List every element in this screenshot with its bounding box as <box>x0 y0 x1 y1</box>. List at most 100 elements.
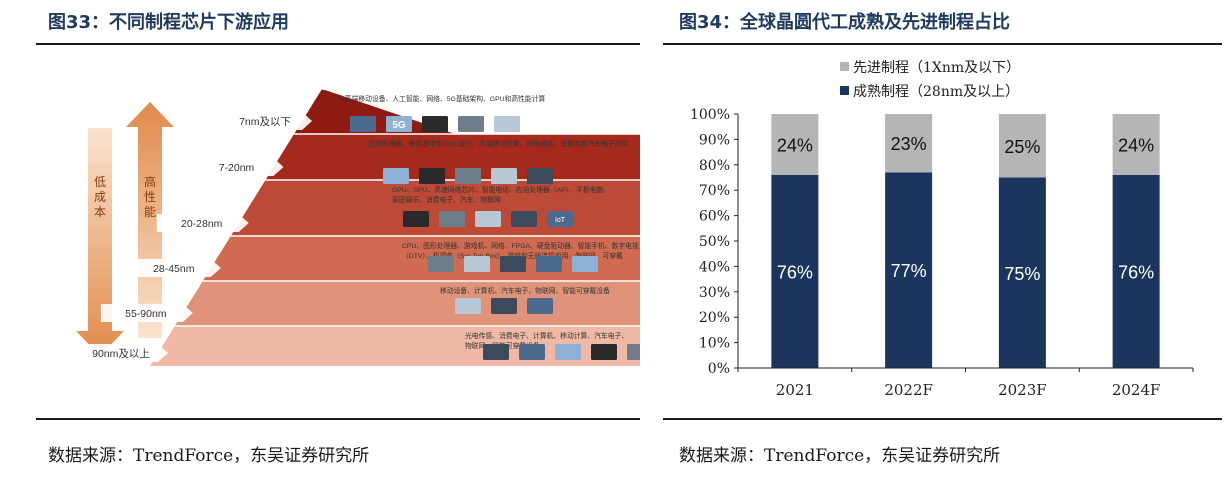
title-divider <box>663 43 1222 45</box>
y-axis: 0% 10% 20% 30% 40% 50% 60% 70% 80% 90% 100% <box>690 107 739 377</box>
pyramid-labels: 7nm及以下 中高端移动设备、人工智能、网络、5G基础架构、GPU和高性能计算 5G… <box>76 94 640 362</box>
application-text: （DTV）、机顶盒（Set-Top-Box）、游戏和无线连接应用、物联网、可穿戴 <box>402 251 623 260</box>
pyramid-tier <box>230 180 640 236</box>
process-node-pyramid: 低 成 本 高 性 能 7nm及以下 中高端移动设备、人工智能、网络、5G基础架构… <box>76 88 640 366</box>
source-divider <box>36 418 640 420</box>
product-thumbnail <box>627 344 640 360</box>
right-figure-panel: 图34：全球晶圆代工成熟及先进制程占比 先进制程（1Xnm及以下） 成熟制程（28… <box>663 0 1224 481</box>
node-label: 55-90nm <box>125 308 167 320</box>
x-tick-label: 2024F <box>1112 381 1161 399</box>
y-tick-label: 10% <box>699 336 730 352</box>
pyramid-tier <box>202 236 640 281</box>
application-text: 应用处理器、蜂窝基带和ASIC设计、高端移动计算、网络通信、消费类和汽车电子应用 <box>368 139 629 148</box>
low-cost-char: 成 <box>94 190 106 204</box>
product-thumbnail <box>572 256 598 272</box>
product-thumbnail <box>555 344 581 360</box>
left-figure-panel: 图33：不同制程芯片下游应用 低 成 本 <box>36 12 640 466</box>
foundry-share-stacked-bar-chart: 先进制程（1Xnm及以下） 成熟制程（28nm及以上） 0% 10% 20% 30% 40… <box>690 60 1194 399</box>
node-label: 90nm及以上 <box>92 348 150 360</box>
left-source-note: 数据来源：TrendForce，东吴证券研究所 <box>48 441 369 466</box>
pyramid-tier <box>294 89 455 134</box>
bar-value-label: 24% <box>1118 135 1154 155</box>
x-tick-label: 2022F <box>884 381 933 399</box>
application-text: CPU、图形处理器、游戏机、网络、FPGA、硬盘驱动器、智能手机、数字电视 <box>402 241 639 250</box>
down-arrow-icon <box>76 128 124 356</box>
y-tick-label: 50% <box>699 234 730 250</box>
node-label-tab <box>220 112 313 130</box>
application-text: 移动设备、计算机、汽车电子、物联网、智能可穿戴设备 <box>440 286 610 295</box>
source-text: TrendForce，东吴证券研究所 <box>133 446 370 466</box>
application-text: 中高端移动设备、人工智能、网络、5G基础架构、GPU和高性能计算 <box>338 94 546 103</box>
y-tick-label: 80% <box>699 158 730 174</box>
y-tick-label: 20% <box>699 310 730 326</box>
bar-segment <box>885 114 933 173</box>
5g-badge: 5G <box>392 120 406 131</box>
product-thumbnail <box>491 298 517 314</box>
bar-segment <box>998 177 1046 368</box>
product-thumbnail <box>527 168 553 184</box>
node-label-tab <box>128 259 221 277</box>
application-text: GPU、SPU、高速网络芯片、智能电话、应用处理器（AP）、平板电脑、 <box>392 185 610 194</box>
source-divider <box>663 418 1222 420</box>
product-thumbnail <box>536 256 562 272</box>
y-tick-label: 30% <box>699 285 730 301</box>
bar-segment <box>1112 114 1160 175</box>
node-label-tab <box>156 214 249 232</box>
bar-value-label: 75% <box>1004 264 1040 284</box>
node-label: 20-28nm <box>181 218 223 230</box>
product-thumbnail <box>527 298 553 314</box>
bar-value-label: 25% <box>1004 137 1040 157</box>
figure-33-title: 图33：不同制程芯片下游应用 <box>48 12 290 33</box>
iot-badge: IoT <box>555 217 566 224</box>
product-thumbnail <box>511 211 537 227</box>
right-source-note: 数据来源：TrendForce，东吴证券研究所 <box>679 441 1000 466</box>
legend-label: 先进制程（1Xnm及以下） <box>853 60 1020 76</box>
y-tick-label: 0% <box>708 361 730 377</box>
y-tick-label: 90% <box>699 132 730 148</box>
bar-segment <box>885 172 933 368</box>
product-thumbnail <box>591 344 617 360</box>
low-cost-arrow: 低 成 本 <box>76 128 124 356</box>
pyramid-tier <box>174 281 640 326</box>
product-thumbnail <box>483 344 509 360</box>
product-thumbnail <box>458 116 484 132</box>
x-tick-label: 2023F <box>998 381 1047 399</box>
pyramid-tier <box>150 326 640 366</box>
y-tick-label: 60% <box>699 209 730 225</box>
product-thumbnail <box>464 256 490 272</box>
product-thumbnail <box>491 168 517 184</box>
node-label: 28-45nm <box>153 263 195 275</box>
node-label: 7-20nm <box>219 162 255 174</box>
product-thumbnail <box>475 211 501 227</box>
bar-segment <box>771 114 819 175</box>
low-cost-char: 低 <box>94 175 106 189</box>
low-cost-char: 本 <box>94 205 106 219</box>
source-prefix: 数据来源： <box>48 446 133 466</box>
bar-series: 76% 24% 77% 23% 75% 25% 76% 24% <box>771 114 1160 368</box>
product-thumbnail <box>547 211 573 227</box>
legend-label: 成熟制程（28nm及以上） <box>853 84 1019 100</box>
bar-value-label: 23% <box>891 134 927 154</box>
y-tick-label: 40% <box>699 259 730 275</box>
x-axis: 2021 2022F 2023F 2024F <box>737 367 1194 399</box>
bar-value-label: 76% <box>777 262 813 282</box>
product-thumbnail <box>383 168 409 184</box>
product-thumbnail <box>519 344 545 360</box>
high-perf-char: 能 <box>144 205 156 219</box>
product-thumbnail <box>455 298 481 314</box>
product-thumbnail <box>350 116 376 132</box>
bar-value-label: 77% <box>891 261 927 281</box>
title-divider <box>36 43 640 45</box>
product-thumbnail <box>500 256 526 272</box>
product-thumbnail <box>422 116 448 132</box>
pyramid-tiers <box>150 88 640 366</box>
node-label-tab <box>191 158 284 176</box>
high-perf-char: 性 <box>144 190 156 204</box>
legend-swatch <box>840 86 849 95</box>
node-label-tab <box>100 304 193 322</box>
bar-segment <box>1112 174 1160 368</box>
y-tick-label: 70% <box>699 183 730 199</box>
x-tick-label: 2021 <box>776 381 814 399</box>
figure-34-title: 图34：全球晶圆代工成熟及先进制程占比 <box>679 12 1011 33</box>
node-label: 7nm及以下 <box>239 116 291 128</box>
